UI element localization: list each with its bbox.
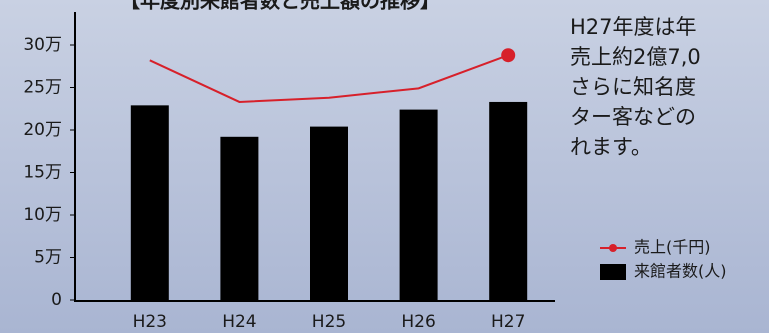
y-tick-label: 20万 — [23, 120, 62, 140]
y-tick-label: 5万 — [34, 248, 62, 268]
bar — [489, 101, 528, 300]
y-tick-label: 25万 — [23, 78, 62, 98]
bar — [130, 105, 169, 300]
y-tick-label: 0 — [51, 290, 62, 310]
x-tick-label: H24 — [222, 312, 256, 332]
x-tick-label: H25 — [312, 312, 346, 332]
x-tick-label: H26 — [401, 312, 435, 332]
legend-label: 売上(千円) — [634, 238, 711, 257]
side-text-line: ター客などの — [570, 105, 696, 129]
side-text-line: さらに知名度 — [570, 75, 696, 99]
side-text-line: れます。 — [570, 135, 652, 159]
side-text-line: 売上約2億7,0 — [570, 45, 701, 69]
y-tick-label: 30万 — [23, 35, 62, 55]
x-tick-label: H27 — [491, 312, 525, 332]
side-text-line: H27年度は年 — [570, 15, 697, 39]
bar — [220, 136, 259, 300]
y-tick-label: 15万 — [23, 163, 62, 183]
bar — [310, 126, 348, 300]
line — [149, 54, 509, 103]
chart-title: 【年度別来館者数と売上額の推移】 — [120, 0, 440, 13]
end-marker — [501, 48, 516, 63]
y-tick-label: 10万 — [23, 205, 62, 225]
legend-label: 来館者数(人) — [634, 262, 727, 281]
x-tick-label: H23 — [133, 312, 167, 332]
legend-swatch — [600, 264, 626, 280]
bar — [399, 109, 438, 300]
legend-swatch — [609, 244, 617, 252]
